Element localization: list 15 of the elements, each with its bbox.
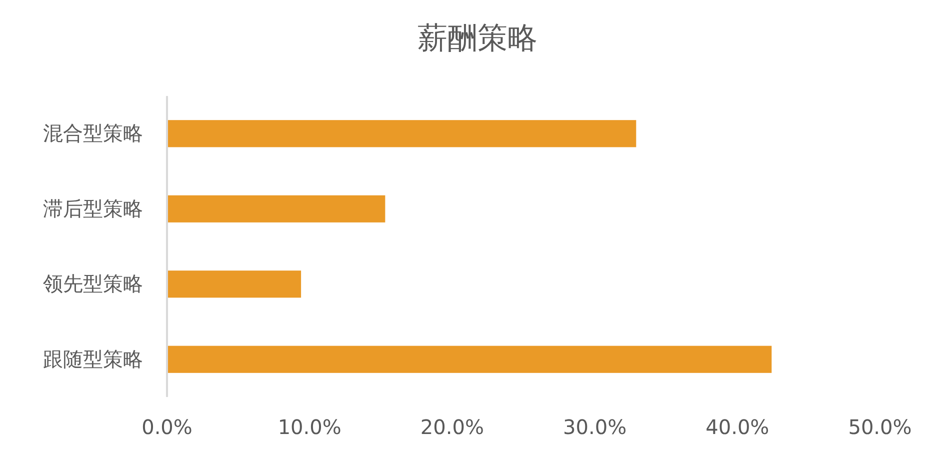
bar bbox=[167, 346, 772, 373]
x-tick-label: 50.0% bbox=[848, 415, 912, 440]
bar bbox=[167, 270, 302, 298]
x-tick-label: 10.0% bbox=[278, 415, 342, 440]
y-tick-label: 跟随型策略 bbox=[43, 346, 143, 371]
x-tick-label: 20.0% bbox=[420, 415, 484, 440]
x-tick-label: 0.0% bbox=[142, 415, 192, 440]
x-tick-label: 30.0% bbox=[563, 415, 627, 440]
x-tick-label: 40.0% bbox=[706, 415, 770, 440]
bar bbox=[167, 195, 386, 222]
y-tick-label: 滞后型策略 bbox=[43, 196, 143, 220]
bar bbox=[167, 120, 636, 148]
y-tick-label: 领先型策略 bbox=[43, 272, 143, 296]
chart-title: 薪酬策略 bbox=[418, 21, 538, 56]
y-tick-label: 混合型策略 bbox=[43, 121, 143, 146]
